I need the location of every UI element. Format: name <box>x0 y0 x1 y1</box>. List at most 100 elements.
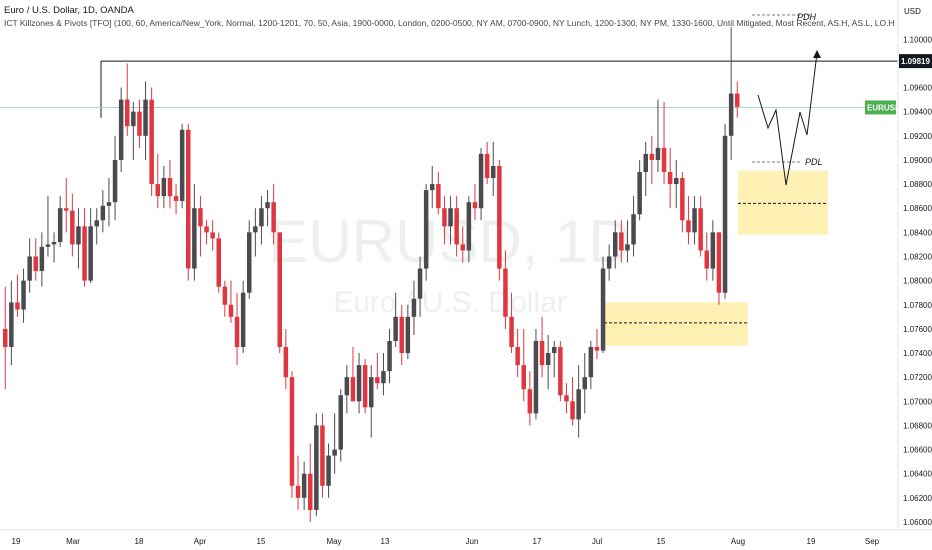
pdl-label: PDL <box>805 157 823 167</box>
indicator-legend: ICT Killzones & Pivots [TFO] (100, 60, A… <box>4 18 894 28</box>
candle-body <box>301 473 307 498</box>
candle-body <box>728 93 734 136</box>
candle-body <box>613 232 618 257</box>
x-tick-label: Aug <box>731 537 745 546</box>
candle-body <box>173 196 179 201</box>
candle-body <box>70 210 75 245</box>
candle-body <box>631 214 636 245</box>
x-tick-label: Sep <box>865 537 880 546</box>
candle-body <box>430 184 435 191</box>
candle-body <box>9 302 14 347</box>
projection-arrowhead <box>813 50 821 58</box>
candle-body <box>387 340 392 372</box>
candle-body <box>417 268 423 299</box>
high-level-badge <box>899 54 932 69</box>
candle-body <box>64 208 69 211</box>
candle-body <box>454 208 459 245</box>
candle-body <box>588 346 594 378</box>
candle-body <box>143 99 148 136</box>
x-tick-label: Apr <box>194 537 207 546</box>
candle-body <box>405 316 411 354</box>
candle-body <box>332 449 337 456</box>
candle-body <box>698 208 703 251</box>
candle-body <box>125 99 130 127</box>
candle-body <box>582 377 587 390</box>
candle-body <box>692 208 697 233</box>
candle-body <box>655 147 661 160</box>
projection-path <box>757 52 818 186</box>
y-tick-label: 1.06400 <box>903 470 932 479</box>
candle-body <box>338 395 343 450</box>
candle-body <box>594 346 600 351</box>
upper-zone <box>738 170 828 235</box>
x-tick-label: May <box>326 537 341 546</box>
candle-body <box>570 401 575 420</box>
y-tick-label: 1.07800 <box>903 301 932 310</box>
candle-body <box>552 346 557 354</box>
candle-body <box>735 93 740 107</box>
x-tick-label: 19 <box>807 537 816 546</box>
candle-body <box>478 153 484 209</box>
candle-body <box>399 316 404 354</box>
lower-demand-zone <box>604 302 748 346</box>
current-price-badge-text: EURUSD <box>867 103 901 112</box>
candle-body <box>295 485 301 498</box>
x-tick-label: 19 <box>12 537 21 546</box>
candle-body <box>533 340 539 414</box>
candle-body <box>106 202 112 206</box>
candle-body <box>186 129 191 269</box>
y-tick-label: 1.07400 <box>903 349 932 358</box>
candle-body <box>350 377 356 402</box>
candle-body <box>265 202 270 209</box>
candle-body <box>192 208 197 269</box>
candle-body <box>460 244 465 251</box>
candle-body <box>509 316 514 347</box>
y-tick-label: 1.08600 <box>903 204 932 213</box>
candle-body <box>277 232 282 347</box>
chart-title: Euro / U.S. Dollar, 1D, OANDA <box>4 5 134 16</box>
y-tick-label: 1.08400 <box>903 228 932 237</box>
candle-body <box>45 244 51 247</box>
y-tick-label: 1.09200 <box>903 132 932 141</box>
candle-body <box>76 226 81 245</box>
candle-body <box>204 226 209 233</box>
candle-body <box>448 208 453 227</box>
chart-header: Euro / U.S. Dollar, 1D, OANDA ICT Killzo… <box>4 4 894 30</box>
candle-body <box>240 292 246 347</box>
y-tick-label: 1.09000 <box>903 156 932 165</box>
current-price-badge <box>865 100 896 115</box>
candle-body <box>271 202 276 233</box>
y-tick-label: 1.07200 <box>903 373 932 382</box>
x-tick-label: Mar <box>66 537 80 546</box>
candle-body <box>362 365 368 408</box>
candle-body <box>283 346 289 378</box>
candle-body <box>716 232 722 293</box>
y-tick-label: 1.06600 <box>903 446 932 455</box>
pdh-label: PDH <box>797 12 817 22</box>
candle-body <box>515 346 520 366</box>
candle-body <box>606 256 612 269</box>
candle-body <box>94 220 99 227</box>
candle-body <box>710 232 716 269</box>
candle-body <box>112 159 118 203</box>
candle-body <box>137 111 142 136</box>
x-tick-label: 18 <box>135 537 144 546</box>
candle-body <box>423 190 429 269</box>
y-tick-label: 1.09600 <box>903 84 932 93</box>
candle-body <box>667 172 673 185</box>
candle-body <box>118 99 124 160</box>
candle-body <box>375 377 380 384</box>
candle-body <box>722 135 728 293</box>
candle-body <box>369 377 374 408</box>
y-tick-label: 1.06000 <box>903 518 932 527</box>
candle-body <box>674 178 679 185</box>
y-tick-label: 1.10000 <box>903 35 932 44</box>
candle-body <box>381 371 386 384</box>
candle-body <box>637 172 642 215</box>
candle-body <box>198 208 203 227</box>
candle-body <box>228 304 234 317</box>
candle-body <box>259 208 264 227</box>
candle-body <box>253 226 258 233</box>
candle-body <box>247 232 252 293</box>
